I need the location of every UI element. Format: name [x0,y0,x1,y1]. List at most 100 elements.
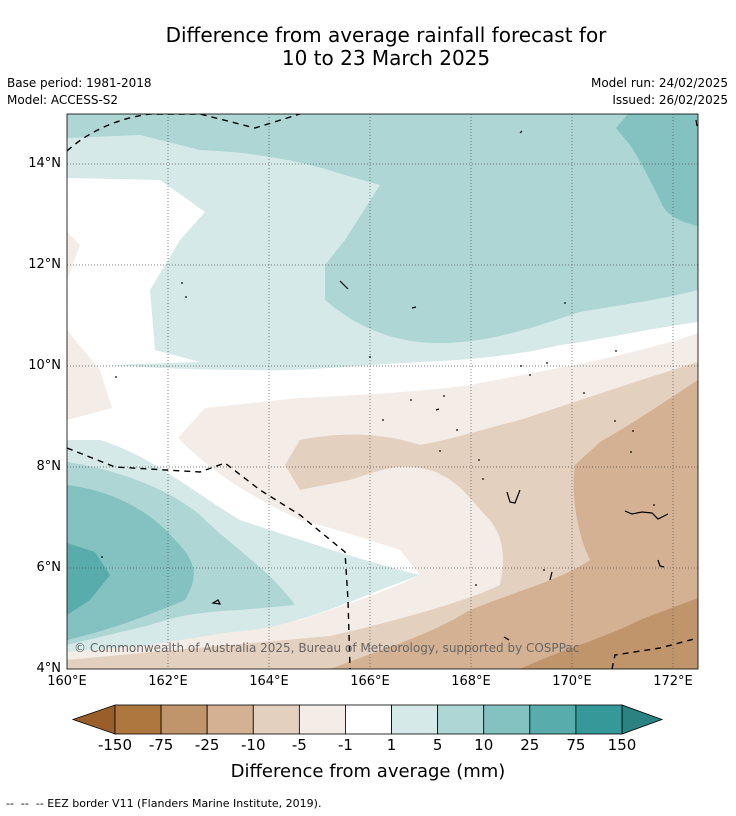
chart-title-line2: 10 to 23 March 2025 [281,46,491,70]
colorbar-swatch [206,704,254,735]
island-dot [439,450,441,452]
colorbar-label: Difference from average (mm) [230,761,506,782]
colorbar-swatch [160,704,208,735]
colorbar-extend-low [71,704,116,735]
colorbar-tick-label: 10 [474,736,494,754]
island-atoll [519,130,523,134]
island-atoll [657,559,665,568]
island-dot [632,430,634,432]
colorbar [71,704,664,735]
colorbar-tick-label: 25 [520,736,540,754]
island-dot [529,374,531,376]
wet-zone-sw-25-75 [67,543,110,615]
island-atoll [411,306,417,309]
island-atoll [695,119,698,127]
island-dot [115,376,117,378]
model-name: Model: ACCESS-S2 [7,93,119,107]
island-dot [382,419,384,421]
island-dot [101,556,103,558]
island-dot [478,459,480,461]
colorbar-swatch [437,704,485,735]
island-atoll [211,599,222,605]
island-dot [410,399,412,401]
colorbar-swatch [483,704,531,735]
colorbar-swatch [298,704,346,735]
island-atoll [339,280,349,290]
island-dot [482,478,484,480]
colorbar-swatch [391,704,439,735]
colorbar-swatch [345,704,392,735]
island-dot [546,362,548,364]
island-dot [583,392,585,394]
island-dot [564,302,566,304]
wet-zone-10-25-northeast [616,114,698,226]
wet-zone-5-10-north [67,114,698,344]
lon-label-172e: 172°E [653,674,693,689]
lon-label-170e: 170°E [552,674,592,689]
island-dot [614,420,616,422]
island-dot [520,365,522,367]
wet-zone-sw-10-25 [67,485,194,640]
dry-zone-northwest-notch [67,178,205,365]
model-run-date: Model run: 24/02/2025 [590,76,728,90]
lon-label-164e: 164°E [249,674,289,689]
lon-label-166e: 166°E [350,674,390,689]
rainfall-map [67,114,698,669]
island-dot [369,356,371,358]
island-dot [181,282,183,284]
lat-label-12n: 12°N [28,257,61,272]
island-dot [543,569,545,571]
issued-date: Issued: 26/02/2025 [612,93,728,107]
colorbar-swatch [114,704,162,735]
colorbar-swatch [252,704,300,735]
map-frame [66,113,699,670]
lat-label-8n: 8°N [36,459,62,474]
island-dot [185,296,187,298]
island-dot [615,350,617,352]
island-dot [475,584,477,586]
island-dots [101,282,655,586]
island-atoll [435,408,440,411]
lon-label-168e: 168°E [451,674,491,689]
lat-label-6n: 6°N [36,560,62,575]
dry-zone-25-75 [520,598,698,669]
colorbar-extend-high [621,704,664,735]
island-dot [456,429,458,431]
eez-border-central [67,447,351,669]
island-atoll [503,636,510,641]
colorbar-swatch [529,704,577,735]
colorbar-tick-label: -25 [194,736,220,754]
dry-zone-west-mid [67,330,112,420]
lat-label-14n: 14°N [28,156,61,171]
dry-zone-west-pocket [67,232,80,280]
colorbar-tick-label: -10 [241,736,266,754]
lat-label-10n: 10°N [28,358,61,373]
colorbar-tick-label: -1 [337,736,353,754]
island-dot [443,395,445,397]
island-dot [630,451,632,453]
island-atoll [549,571,553,581]
eez-borders [67,114,698,669]
islands [211,119,698,641]
base-period: Base period: 1981-2018 [7,76,152,90]
lon-label-160e: 160°E [47,674,87,689]
colorbar-tick-label: -5 [291,736,307,754]
colorbar-swatch [575,704,623,735]
colorbar-tick-label: 1 [386,736,397,754]
eez-footnote: -- -- -- EEZ border V11 (Flanders Marine… [6,797,322,810]
copyright-text: © Commonwealth of Australia 2025, Bureau… [74,641,580,655]
colorbar-tick-label: 150 [607,736,637,754]
lat-label-4n: 4°N [36,661,62,676]
eez-border-southeast [611,637,698,669]
lon-label-162e: 162°E [148,674,188,689]
colorbar-tick-label: -150 [97,736,133,754]
eez-border-north [67,114,301,152]
dry-zone-10-25 [330,380,698,669]
colorbar-tick-label: -75 [148,736,174,754]
colorbar-tick-label: 75 [566,736,586,754]
colorbar-tick-label: 5 [432,736,443,754]
island-dot [653,504,655,506]
island-atoll [506,489,521,504]
chart-title-line1: Difference from average rainfall forecas… [165,23,607,47]
